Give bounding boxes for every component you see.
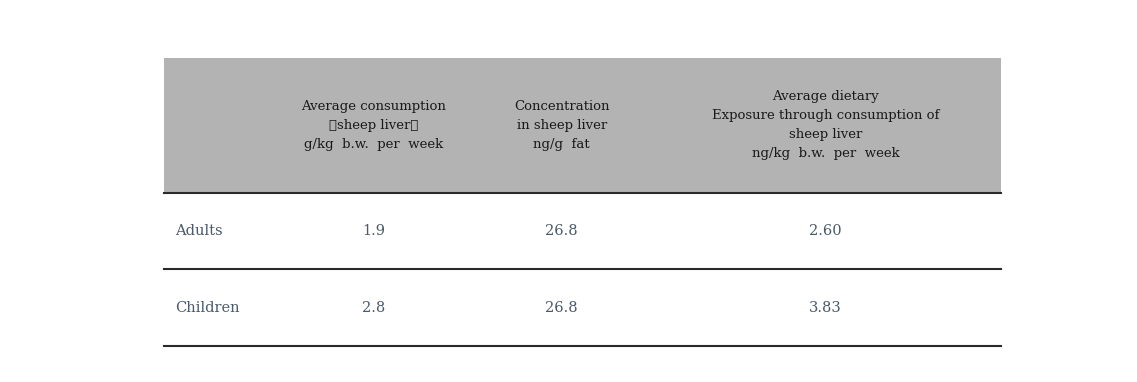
Text: Average dietary
Exposure through consumption of
sheep liver
ng/kg  b.w.  per  we: Average dietary Exposure through consump… [712, 90, 939, 160]
Text: 2.8: 2.8 [362, 301, 385, 315]
Text: Children: Children [175, 301, 240, 315]
Text: 1.9: 1.9 [362, 224, 385, 238]
Text: Adults: Adults [175, 224, 223, 238]
Text: 2.60: 2.60 [810, 224, 841, 238]
Text: 26.8: 26.8 [546, 224, 578, 238]
Bar [164, 58, 1002, 193]
Text: Concentration
in sheep liver
ng/g  fat: Concentration in sheep liver ng/g fat [514, 100, 609, 151]
Text: 3.83: 3.83 [810, 301, 841, 315]
Text: Average consumption
（sheep liver）
g/kg  b.w.  per  week: Average consumption （sheep liver） g/kg b… [301, 100, 446, 151]
Text: 26.8: 26.8 [546, 301, 578, 315]
